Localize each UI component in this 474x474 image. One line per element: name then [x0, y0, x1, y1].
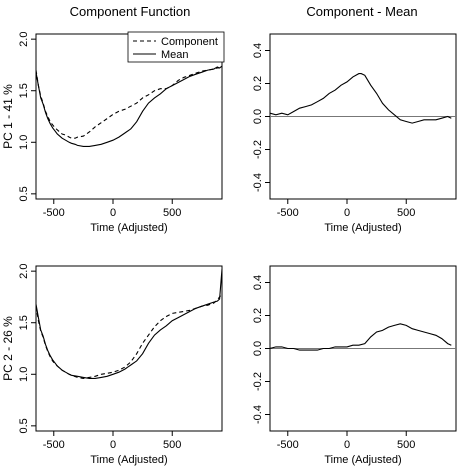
x-axis-title: Time (Adjusted): [90, 222, 167, 234]
y-tick-label: 0.5: [18, 418, 30, 433]
mean-line: [36, 269, 222, 379]
y-tick-label: -0.2: [252, 140, 264, 159]
y-tick-label: -0.4: [252, 173, 264, 192]
x-axis-title: Time (Adjusted): [324, 454, 401, 466]
y-tick-label: 0.0: [252, 341, 264, 356]
panel-top-left: -500 0 500 Time (Adjusted) 0.5 1.0 1.5 2.0 PC 1 …: [1, 31, 225, 234]
difference-line: [270, 73, 452, 124]
y-tick-label: -0.2: [252, 372, 264, 391]
x-tick-label: 0: [344, 207, 350, 219]
panel-bottom-left: -500 0 500 Time (Adjusted) 0.5 1.0 1.5 2.0 PC 2 …: [1, 264, 223, 466]
left-column-title: Component Function: [70, 4, 191, 19]
y-tick-label: 0.2: [252, 76, 264, 91]
x-tick-label: -500: [43, 207, 65, 219]
y-tick-label: 0.5: [18, 186, 30, 201]
right-column-title: Component - Mean: [306, 4, 417, 19]
x-tick-label: -500: [277, 207, 299, 219]
legend-component-label: Component: [161, 36, 218, 48]
mean-line: [36, 65, 222, 147]
y-tick-label: -0.4: [252, 405, 264, 424]
y-tick-label: 0.2: [252, 308, 264, 323]
y-axis-title: PC 1 - 41 %: [1, 84, 15, 149]
x-axis-title: Time (Adjusted): [324, 222, 401, 234]
x-tick-label: -500: [43, 439, 65, 451]
y-tick-label: 0.4: [252, 43, 264, 58]
y-tick-label: 1.0: [18, 135, 30, 150]
legend-mean-label: Mean: [161, 49, 189, 61]
y-axis-title: PC 2 - 26 %: [1, 316, 15, 381]
y-tick-label: 1.5: [18, 83, 30, 98]
plot-frame: [35, 265, 223, 432]
x-tick-label: 0: [110, 207, 116, 219]
legend-box: [127, 31, 225, 63]
y-tick-label: 1.5: [18, 315, 30, 330]
x-tick-label: 500: [163, 439, 181, 451]
y-tick-label: 2.0: [18, 264, 30, 279]
panel-top-right: -500 0 500 Time (Adjusted) -0.4 -0.2 0.0 0.2 0.4: [252, 33, 457, 234]
x-tick-label: 0: [344, 439, 350, 451]
panel-bottom-right: -500 0 500 Time (Adjusted) -0.4 -0.2 0.0 0.2 0.4: [252, 265, 457, 466]
x-tick-label: 500: [397, 439, 415, 451]
y-tick-label: 0.4: [252, 275, 264, 290]
difference-line: [270, 323, 452, 351]
y-tick-label: 2.0: [18, 32, 30, 47]
component-line: [36, 293, 222, 379]
component-line: [36, 66, 222, 139]
x-tick-label: 0: [110, 439, 116, 451]
y-tick-label: 1.0: [18, 367, 30, 382]
x-tick-label: 500: [163, 207, 181, 219]
x-axis-title: Time (Adjusted): [90, 454, 167, 466]
y-tick-label: 0.0: [252, 109, 264, 124]
x-tick-label: -500: [277, 439, 299, 451]
x-tick-label: 500: [397, 207, 415, 219]
